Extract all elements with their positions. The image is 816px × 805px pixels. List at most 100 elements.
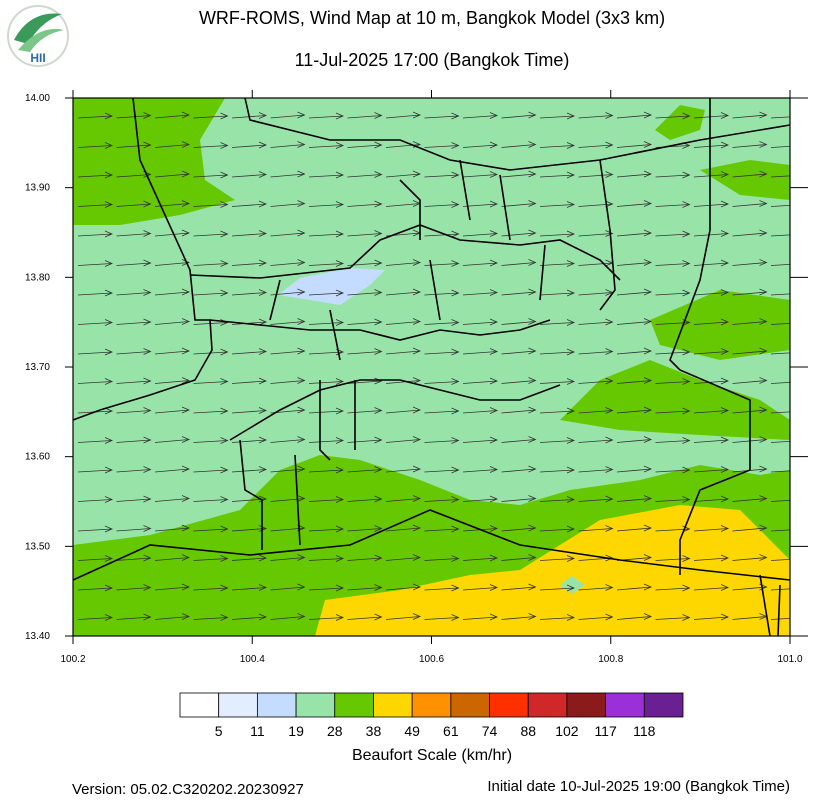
- wind-arrow: [154, 436, 191, 443]
- wind-arrow: [231, 289, 268, 296]
- wind-arrow: [386, 643, 420, 649]
- wind-arrow: [308, 437, 345, 444]
- wind-arrow: [539, 584, 576, 592]
- wind-arrow: [231, 554, 268, 562]
- wind-arrow: [770, 204, 790, 207]
- wind-arrow: [77, 614, 114, 621]
- wind-arrow: [231, 259, 268, 267]
- wind-arrow: [616, 613, 653, 620]
- colorbar-label: 102: [555, 723, 579, 739]
- wind-arrow: [385, 318, 422, 325]
- wind-arrow: [616, 229, 653, 237]
- wind-arrow: [308, 319, 345, 326]
- colorbar-box: [373, 692, 413, 718]
- colorbar-box: [411, 692, 452, 718]
- wind-arrow: [693, 436, 730, 444]
- wind-arrow: [462, 613, 499, 621]
- wind-arrows: [77, 111, 805, 650]
- wind-arrow: [154, 141, 191, 148]
- colorbar-label: 11: [250, 723, 265, 739]
- wind-arrow: [193, 201, 229, 208]
- colorbar-box: [489, 692, 529, 718]
- wind-arrow: [732, 200, 768, 207]
- wind-arrow: [193, 584, 229, 592]
- wind-arrow: [270, 583, 306, 591]
- wind-arrow: [385, 436, 422, 443]
- wind-arrow: [655, 466, 691, 474]
- colorbar-box: [566, 692, 607, 718]
- wind-arrow: [771, 644, 805, 650]
- wind-arrow: [693, 141, 730, 149]
- wind-arrow: [154, 583, 191, 591]
- wind-arrow: [347, 318, 383, 326]
- boundary: [319, 380, 356, 461]
- colorbar-label: 38: [366, 723, 382, 739]
- wind-arrow: [770, 411, 790, 414]
- wind-arrow: [693, 525, 730, 532]
- boundary: [229, 379, 561, 441]
- wind-arrow: [270, 259, 306, 266]
- wind-arrow: [693, 407, 730, 414]
- wind-arrow: [308, 555, 345, 562]
- wind-arrow: [733, 643, 767, 649]
- wind-arrow: [385, 259, 422, 266]
- wind-arrow: [539, 348, 576, 356]
- wind-arrow: [425, 644, 459, 650]
- wind-arrow: [539, 289, 576, 297]
- wind-arrow: [193, 407, 229, 415]
- wind-arrow: [270, 347, 306, 355]
- colorbar-title: Beaufort Scale (km/hr): [352, 747, 512, 764]
- wind-arrow: [578, 495, 614, 503]
- wind-arrow: [732, 111, 768, 119]
- wind-area: [700, 160, 790, 200]
- colorbar-box: [295, 692, 336, 718]
- wind-arrow: [270, 170, 306, 178]
- wind-arrow: [770, 145, 790, 148]
- wind-arrow: [77, 525, 114, 533]
- wind-arrow: [231, 466, 268, 473]
- wind-arrow: [347, 525, 383, 532]
- wind-arrow: [732, 288, 768, 296]
- wind-arrow: [424, 496, 460, 503]
- wind-arrow: [231, 377, 268, 385]
- wind-arrow: [539, 142, 576, 149]
- wind-arrow: [616, 141, 653, 148]
- wind-arrow: [77, 142, 114, 149]
- wind-arrow: [116, 466, 152, 473]
- wind-arrow: [732, 347, 768, 355]
- wind-arrow: [193, 496, 229, 503]
- wind-arrow: [424, 230, 460, 238]
- wind-arrow: [347, 348, 383, 355]
- wind-arrow: [385, 465, 422, 473]
- wind-arrow: [347, 200, 383, 208]
- wind-arrow: [539, 614, 576, 621]
- wind-arrow: [270, 377, 306, 384]
- wind-arrow: [617, 643, 651, 649]
- wind-arrow: [693, 171, 730, 178]
- wind-arrow: [770, 470, 790, 473]
- wind-arrow: [424, 407, 460, 415]
- wind-arrow: [462, 348, 499, 355]
- wind-arrow: [77, 319, 114, 326]
- wind-arrow: [501, 229, 537, 237]
- wind-arrow: [116, 407, 152, 414]
- wind-arrow: [539, 260, 576, 267]
- wind-arrow: [77, 289, 114, 297]
- wind-arrow: [732, 229, 768, 237]
- wind-arrow: [347, 171, 383, 178]
- wind-arrow: [424, 555, 460, 562]
- wind-arrow: [693, 377, 730, 385]
- wind-arrow: [462, 436, 499, 444]
- wind-arrow: [116, 141, 152, 149]
- wind-arrow: [308, 584, 345, 592]
- wind-arrow: [693, 318, 730, 326]
- wind-arrow: [347, 230, 383, 237]
- logo-text: HII: [30, 51, 45, 65]
- wind-arrow: [655, 555, 691, 562]
- wind-arrow: [501, 613, 537, 620]
- wind-arrow: [155, 643, 189, 649]
- wind-arrow: [732, 170, 768, 178]
- boundary: [759, 574, 781, 636]
- x-tick-label: 100.2: [60, 654, 85, 665]
- wind-arrow: [770, 381, 790, 384]
